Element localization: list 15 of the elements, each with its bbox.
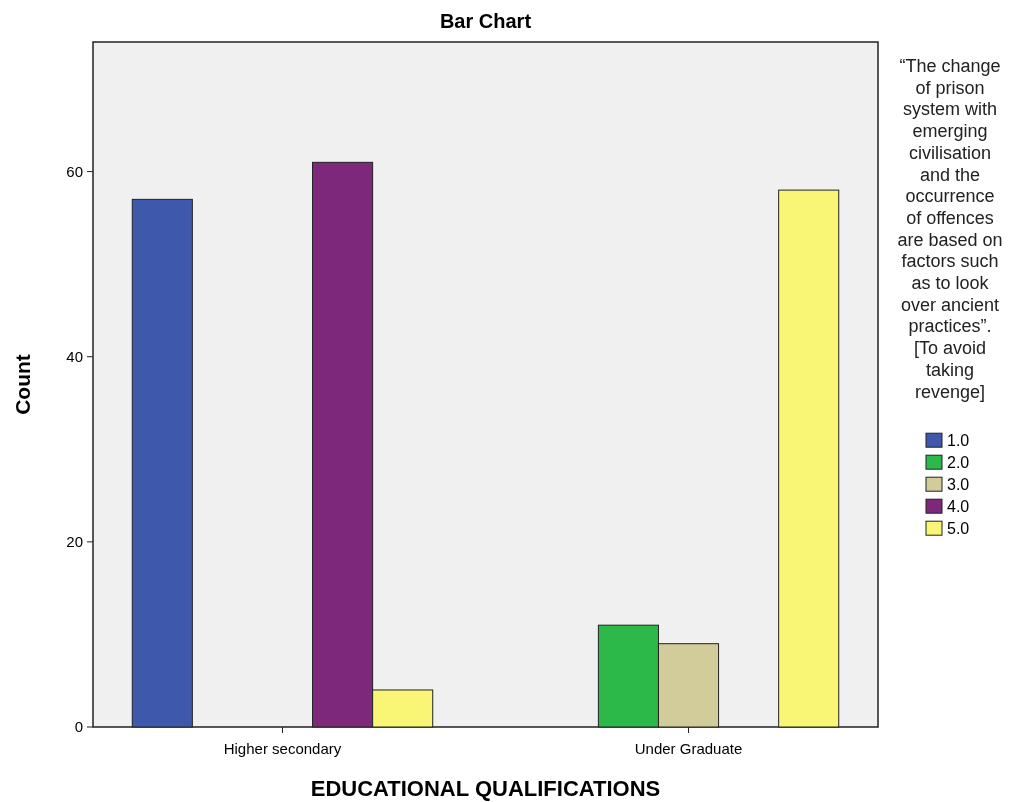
x-tick-label: Higher secondary <box>223 740 342 757</box>
legend-label: 4.0 <box>947 497 970 515</box>
y-tick-label: 20 <box>66 533 83 551</box>
y-tick-label: 60 <box>66 162 83 180</box>
x-tick-label: Under Graduate <box>634 740 743 757</box>
legend-label: 3.0 <box>947 475 970 493</box>
legend-label: 1.0 <box>947 431 970 449</box>
y-axis-title: Count <box>11 354 34 415</box>
y-tick-label: 40 <box>66 347 83 365</box>
x-axis-title: EDUCATIONAL QUALIFICATIONS <box>310 776 661 801</box>
text: “The change of prison system with emerging civilisation and the occurrence of offences are based on factors such as to look over ancient practices”. [To avoid taking revenge] <box>897 56 1003 402</box>
legend-label: 2.0 <box>947 453 970 471</box>
y-tick-label: 0 <box>74 718 83 736</box>
legend-label: 5.0 <box>947 519 970 537</box>
chart-title: Bar Chart <box>439 10 532 32</box>
